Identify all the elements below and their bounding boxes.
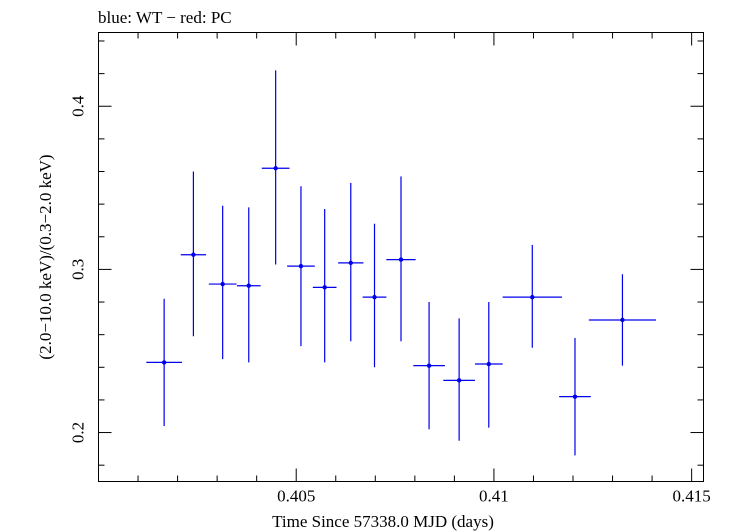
data-point-wt bbox=[413, 302, 445, 430]
data-marker bbox=[530, 294, 535, 300]
data-point-wt bbox=[362, 223, 387, 368]
data-point-wt bbox=[208, 205, 237, 360]
data-marker bbox=[322, 285, 327, 290]
data-point-wt bbox=[559, 337, 591, 456]
data-point-wt bbox=[287, 186, 315, 347]
chart-title: blue: WT − red: PC bbox=[98, 8, 232, 27]
axis-ticks bbox=[98, 32, 704, 482]
data-marker bbox=[273, 166, 278, 171]
y-axis-label: (2.0−10.0 keV)/(0.3−2.0 keV) bbox=[36, 154, 55, 359]
y-tick-label: 0.4 bbox=[69, 95, 88, 117]
data-marker bbox=[220, 281, 225, 287]
data-point-wt bbox=[338, 182, 364, 342]
data-marks bbox=[146, 70, 657, 456]
data-point-wt bbox=[588, 274, 657, 366]
y-tick-label: 0.2 bbox=[69, 422, 88, 443]
data-point-wt bbox=[443, 318, 475, 441]
data-point-wt bbox=[386, 176, 416, 342]
data-point-wt bbox=[236, 207, 261, 363]
axis-tick-labels: 0.405 0.41 0.415 0.2 0.3 0.4 bbox=[69, 95, 711, 505]
data-marker bbox=[348, 260, 353, 266]
data-marker bbox=[191, 252, 196, 257]
x-tick-label: 0.405 bbox=[277, 487, 315, 506]
data-point-wt bbox=[146, 298, 182, 427]
y-tick-label: 0.3 bbox=[69, 259, 88, 280]
data-marker bbox=[486, 361, 491, 367]
x-tick-label: 0.415 bbox=[673, 487, 711, 506]
data-point-wt bbox=[474, 302, 503, 428]
plot-frame bbox=[98, 32, 704, 482]
data-point-wt bbox=[261, 70, 290, 265]
data-marker bbox=[161, 360, 167, 365]
data-marker bbox=[298, 263, 304, 269]
data-marker bbox=[620, 317, 625, 323]
data-marker bbox=[572, 394, 578, 399]
x-tick-label: 0.41 bbox=[479, 487, 509, 506]
data-marker bbox=[426, 363, 432, 368]
data-point-wt bbox=[180, 171, 207, 337]
data-point-wt bbox=[502, 244, 562, 348]
data-marker bbox=[456, 378, 462, 383]
x-axis-label: Time Since 57338.0 MJD (days) bbox=[272, 512, 494, 531]
data-marker bbox=[398, 257, 404, 262]
data-marker bbox=[246, 283, 251, 288]
data-marker bbox=[372, 294, 377, 300]
data-point-wt bbox=[312, 209, 337, 363]
